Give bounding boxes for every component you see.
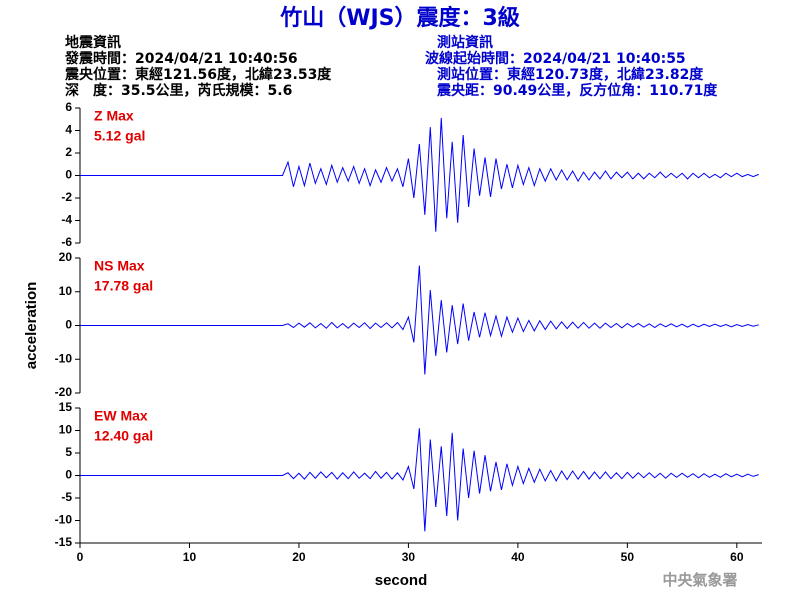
y-tick-label: 2 [65, 145, 72, 159]
y-tick-label: -20 [55, 385, 73, 399]
y-tick-label: 20 [59, 250, 73, 264]
waveform [80, 117, 759, 232]
y-tick-label: -10 [55, 513, 73, 527]
panel-label: Z Max [94, 108, 134, 124]
chart-title: 竹山（WJS）震度：3級 [279, 5, 520, 31]
max-label: 12.40 gal [94, 428, 153, 444]
y-tick-label: 0 [65, 318, 72, 332]
x-tick-label: 10 [183, 550, 197, 564]
waveform [80, 265, 759, 375]
y-tick-label: -5 [61, 490, 72, 504]
max-label: 5.12 gal [94, 128, 145, 144]
info-line: 深 度：35.5公里，芮氏規模：5.6 [65, 82, 292, 99]
waveform [80, 428, 759, 532]
y-tick-label: 15 [59, 400, 73, 414]
footer: 中央氣象署 [662, 571, 737, 589]
y-axis-label: acceleration [23, 282, 40, 370]
y-tick-label: -4 [61, 213, 72, 227]
x-tick-label: 50 [621, 550, 635, 564]
y-tick-label: 10 [59, 423, 73, 437]
panel-label: NS Max [94, 258, 145, 274]
x-tick-label: 20 [292, 550, 306, 564]
x-tick-label: 40 [511, 550, 525, 564]
y-tick-label: 0 [65, 168, 72, 182]
y-tick-label: -15 [55, 535, 73, 549]
y-tick-label: -6 [61, 235, 72, 249]
info-line: 發震時間：2024/04/21 10:40:56 [64, 50, 298, 67]
info-line: 測站位置：東經120.73度，北緯23.82度 [437, 66, 704, 83]
x-axis-label: second [375, 572, 428, 589]
y-tick-label: -2 [61, 190, 72, 204]
y-tick-label: -10 [55, 351, 73, 365]
x-tick-label: 0 [77, 550, 84, 564]
info-line: 測站資訊 [437, 34, 493, 51]
x-tick-label: 60 [730, 550, 744, 564]
info-line: 地震資訊 [65, 34, 121, 51]
info-line: 震央距：90.49公里，反方位角：110.71度 [436, 82, 718, 99]
y-tick-label: 4 [65, 123, 72, 137]
y-tick-label: 0 [65, 468, 72, 482]
y-tick-label: 10 [59, 284, 73, 298]
info-line: 震央位置：東經121.56度，北緯23.53度 [64, 66, 332, 83]
info-line: 波線起始時間：2024/04/21 10:40:55 [425, 50, 686, 67]
max-label: 17.78 gal [94, 278, 153, 294]
x-tick-label: 30 [402, 550, 416, 564]
y-tick-label: 6 [65, 100, 72, 114]
panel-label: EW Max [94, 408, 148, 424]
y-tick-label: 5 [65, 445, 72, 459]
